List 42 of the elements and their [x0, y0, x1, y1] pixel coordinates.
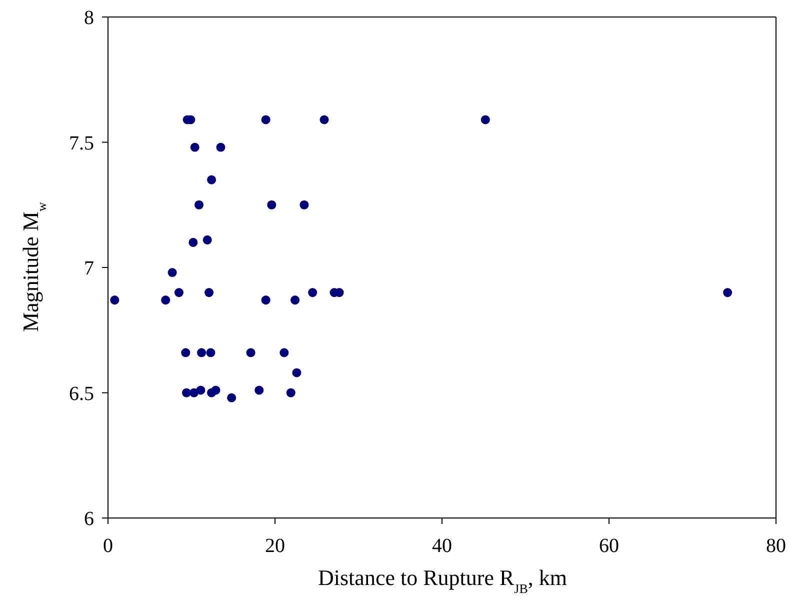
point [216, 142, 226, 152]
point [261, 115, 270, 124]
point [204, 288, 214, 298]
point [300, 200, 309, 210]
point [292, 368, 302, 378]
point [161, 296, 170, 305]
point [188, 238, 198, 247]
point [286, 388, 296, 398]
y-tick-label: 6.5 [69, 382, 94, 405]
y-tick-label: 7.5 [69, 132, 94, 154]
point [254, 386, 264, 395]
point [181, 348, 190, 358]
x-tick-label: 60 [599, 535, 619, 558]
y-tick-label: 8 [84, 7, 94, 30]
point [211, 386, 220, 395]
point [202, 235, 212, 244]
x-tick-label: 80 [766, 535, 786, 558]
x-tick-label: 0 [103, 535, 113, 558]
point [246, 348, 256, 358]
point [207, 175, 216, 184]
point [174, 288, 184, 298]
x-tick-label: 40 [432, 535, 452, 558]
point [723, 288, 732, 298]
point [168, 268, 177, 278]
point [190, 142, 200, 152]
y-tick-label: 6 [84, 508, 94, 530]
point [320, 115, 329, 124]
x-axis-title: Distance to Rupture R$_{JB}$, km [318, 565, 567, 596]
point [261, 296, 270, 305]
point [196, 386, 206, 395]
point [267, 200, 276, 210]
point [480, 115, 490, 124]
point [194, 200, 204, 210]
point [290, 296, 300, 305]
x-tick-label: 20 [265, 535, 285, 558]
point [308, 288, 318, 298]
y-tick-label: 7 [84, 258, 94, 280]
point [110, 296, 120, 305]
point [197, 348, 206, 358]
point [227, 393, 236, 402]
point [280, 348, 289, 358]
point [206, 348, 216, 358]
